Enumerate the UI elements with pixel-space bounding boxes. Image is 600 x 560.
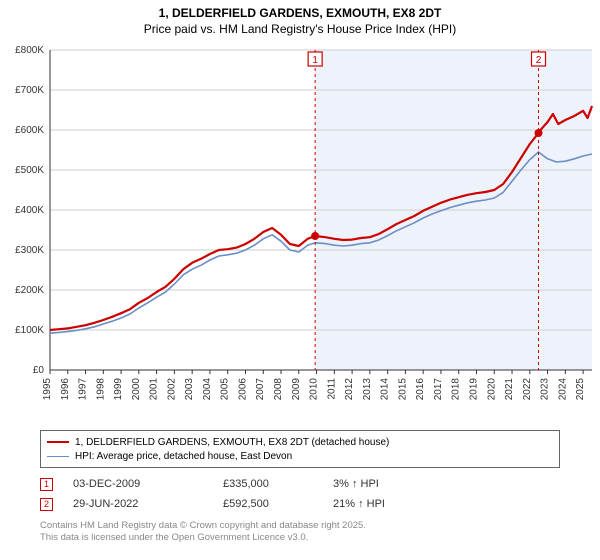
chart-container: £0 £100K £200K £300K £400K £500K £600K £700K £80… [0, 40, 600, 420]
svg-text:£800K: £800K [15, 45, 44, 56]
sale-price: £592,500 [223, 498, 333, 510]
svg-text:2011: 2011 [326, 378, 337, 400]
svg-text:2020: 2020 [486, 378, 497, 401]
svg-text:1996: 1996 [60, 378, 71, 401]
legend-swatch [47, 441, 69, 443]
legend: 1, DELDERFIELD GARDENS, EXMOUTH, EX8 2DT… [40, 430, 560, 468]
svg-text:2005: 2005 [220, 378, 231, 401]
svg-text:2013: 2013 [362, 378, 373, 401]
svg-text:2025: 2025 [575, 378, 586, 401]
sale-date: 03-DEC-2009 [73, 478, 223, 490]
sales-table: 1 03-DEC-2009 £335,000 3% ↑ HPI 2 29-JUN… [40, 474, 560, 514]
chart-title-block: 1, DELDERFIELD GARDENS, EXMOUTH, EX8 2DT… [0, 0, 600, 37]
svg-text:£600K: £600K [15, 125, 44, 136]
legend-label: 1, DELDERFIELD GARDENS, EXMOUTH, EX8 2DT… [75, 437, 389, 448]
svg-text:2018: 2018 [451, 378, 462, 401]
svg-text:2022: 2022 [522, 378, 533, 401]
svg-text:£100K: £100K [15, 325, 44, 336]
svg-text:£200K: £200K [15, 285, 44, 296]
svg-text:2019: 2019 [468, 378, 479, 401]
svg-text:2010: 2010 [309, 378, 320, 401]
svg-text:2004: 2004 [202, 378, 213, 401]
svg-text:2024: 2024 [557, 378, 568, 401]
svg-text:2014: 2014 [380, 378, 391, 401]
sale-marker-1: 1 [40, 478, 53, 491]
svg-text:2006: 2006 [237, 378, 248, 401]
footer-line2: This data is licensed under the Open Gov… [40, 532, 366, 544]
svg-text:2: 2 [536, 55, 542, 66]
line-chart: £0 £100K £200K £300K £400K £500K £600K £700K £80… [0, 40, 600, 420]
sale-pct: 3% ↑ HPI [333, 478, 453, 490]
svg-text:2016: 2016 [415, 378, 426, 401]
svg-text:1999: 1999 [113, 378, 124, 401]
legend-label: HPI: Average price, detached house, East… [75, 451, 292, 462]
sale-price: £335,000 [223, 478, 333, 490]
svg-text:2021: 2021 [504, 378, 515, 401]
svg-text:£0: £0 [33, 365, 45, 376]
svg-text:2009: 2009 [291, 378, 302, 401]
sale-date: 29-JUN-2022 [73, 498, 223, 510]
svg-text:£700K: £700K [15, 85, 44, 96]
svg-text:2017: 2017 [433, 378, 444, 401]
svg-text:2023: 2023 [540, 378, 551, 401]
sale-marker-2: 2 [40, 498, 53, 511]
legend-item-price-paid: 1, DELDERFIELD GARDENS, EXMOUTH, EX8 2DT… [47, 435, 553, 449]
svg-text:2001: 2001 [149, 378, 160, 401]
svg-text:2002: 2002 [166, 378, 177, 401]
svg-text:1997: 1997 [78, 378, 89, 401]
footer-line1: Contains HM Land Registry data © Crown c… [40, 520, 366, 532]
svg-text:2008: 2008 [273, 378, 284, 401]
footer-attribution: Contains HM Land Registry data © Crown c… [40, 520, 366, 545]
svg-text:£300K: £300K [15, 245, 44, 256]
svg-text:2012: 2012 [344, 378, 355, 401]
svg-text:2003: 2003 [184, 378, 195, 401]
title-line2: Price paid vs. HM Land Registry's House … [0, 22, 600, 38]
svg-text:1: 1 [312, 55, 318, 66]
svg-text:2015: 2015 [397, 378, 408, 401]
sale-row: 2 29-JUN-2022 £592,500 21% ↑ HPI [40, 494, 560, 514]
svg-text:£500K: £500K [15, 165, 44, 176]
svg-text:2007: 2007 [255, 378, 266, 401]
sale-pct: 21% ↑ HPI [333, 498, 453, 510]
svg-text:£400K: £400K [15, 205, 44, 216]
legend-swatch [47, 456, 69, 457]
legend-item-hpi: HPI: Average price, detached house, East… [47, 449, 553, 463]
svg-text:1998: 1998 [95, 378, 106, 401]
svg-text:1995: 1995 [42, 378, 53, 401]
title-line1: 1, DELDERFIELD GARDENS, EXMOUTH, EX8 2DT [0, 6, 600, 22]
svg-text:2000: 2000 [131, 378, 142, 401]
sale-row: 1 03-DEC-2009 £335,000 3% ↑ HPI [40, 474, 560, 494]
